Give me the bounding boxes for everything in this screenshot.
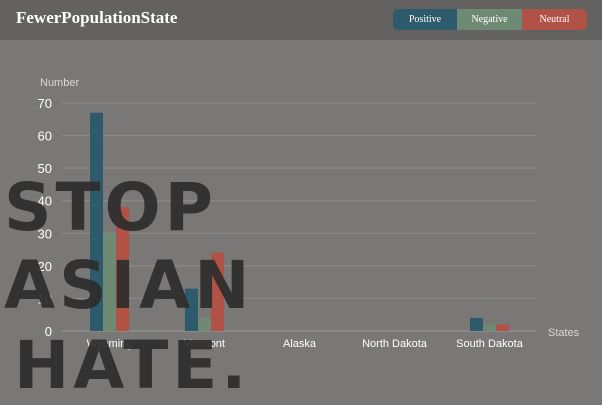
y-tick-label: 20 <box>38 259 52 274</box>
y-tick-label: 60 <box>38 129 52 144</box>
page-title: FewerPopulationState <box>16 8 178 27</box>
y-axis-label: Number <box>40 77 79 89</box>
bar-positive-wyoming[interactable] <box>90 112 103 332</box>
bar-negative-wyoming[interactable] <box>103 233 116 331</box>
legend-negative-button[interactable]: Negative <box>457 9 522 30</box>
bar-negative-south-dakota[interactable] <box>483 324 496 331</box>
y-tick-label: 70 <box>38 96 52 111</box>
bar-neutral-south-dakota[interactable] <box>496 324 509 331</box>
bar-chart: Number States 0 10 20 30 40 50 60 70 Wyoming Ver… <box>38 77 580 350</box>
x-tick-label: Vermont <box>184 338 225 350</box>
bar-neutral-wyoming[interactable] <box>116 207 129 331</box>
legend-neutral-button[interactable]: Neutral <box>522 9 587 30</box>
y-tick-label: 50 <box>38 161 52 176</box>
x-axis-label: States <box>548 327 580 339</box>
y-tick-labels: 0 10 20 30 40 50 60 70 <box>38 96 52 339</box>
bar-negative-vermont[interactable] <box>198 317 211 331</box>
header-bar: FewerPopulationState Positive Negative N… <box>0 0 602 40</box>
legend-positive-button[interactable]: Positive <box>393 9 457 30</box>
grid-lines <box>62 102 537 332</box>
bar-group <box>90 112 509 332</box>
x-tick-label: South Dakota <box>456 338 524 350</box>
bar-positive-south-dakota[interactable] <box>470 317 483 331</box>
x-tick-labels: Wyoming Vermont Alaska North Dakota South Da… <box>87 338 524 350</box>
y-tick-label: 30 <box>38 226 52 241</box>
y-tick-label: 40 <box>38 194 52 209</box>
x-tick-label: North Dakota <box>362 338 428 350</box>
x-tick-label: Alaska <box>283 338 317 350</box>
x-tick-label: Wyoming <box>87 338 133 350</box>
y-tick-label: 0 <box>45 324 52 339</box>
bar-positive-vermont[interactable] <box>185 288 198 331</box>
y-tick-label: 10 <box>38 291 52 306</box>
bar-neutral-vermont[interactable] <box>211 252 224 331</box>
chart-legend: Positive Negative Neutral <box>393 9 587 30</box>
